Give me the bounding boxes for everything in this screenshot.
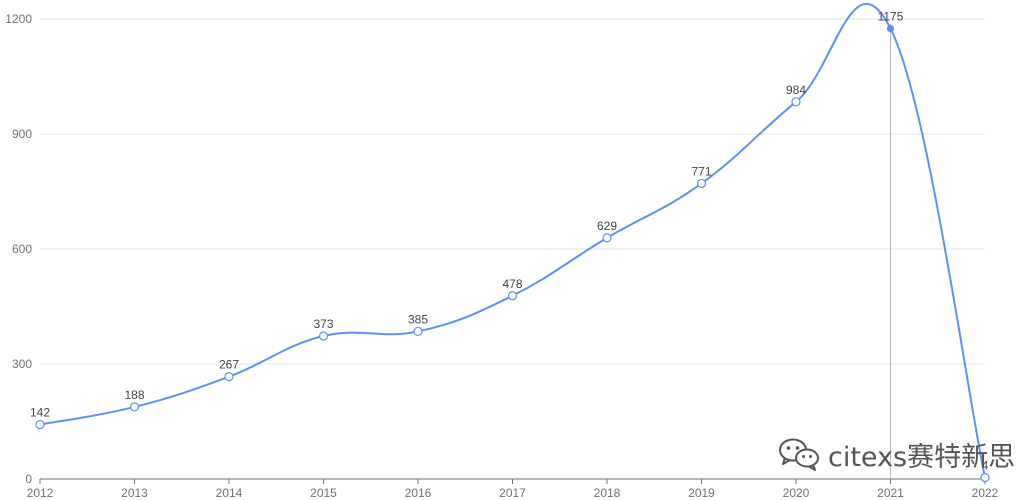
data-label: 771 — [691, 164, 711, 178]
data-point — [129, 402, 140, 412]
x-tick-label: 2020 — [783, 486, 810, 500]
watermark-text: citexs赛特新思 — [828, 441, 1016, 473]
watermark: citexs赛特新思 — [778, 436, 1016, 473]
data-label: 478 — [502, 277, 522, 291]
data-label: 1175 — [878, 10, 904, 24]
data-labels: 142 188 267 373 385 478 629 771 984 1175 4 — [30, 10, 989, 473]
data-point — [318, 331, 329, 341]
data-label: 4 — [982, 458, 989, 472]
x-tick-label: 2014 — [216, 486, 243, 500]
data-label: 142 — [30, 406, 50, 420]
data-point — [507, 291, 518, 301]
data-label: 373 — [313, 317, 333, 331]
y-tick-label: 900 — [12, 127, 32, 141]
data-point — [886, 24, 895, 33]
data-label: 267 — [219, 358, 239, 372]
data-point — [413, 326, 423, 337]
data-label: 188 — [124, 388, 144, 402]
y-axis-tick-labels: 0 300 600 900 1200 — [5, 12, 32, 486]
data-point — [980, 472, 990, 483]
x-tick-label: 2016 — [405, 486, 432, 500]
x-tick-label: 2022 — [972, 486, 999, 500]
data-point — [35, 419, 45, 430]
x-tick-label: 2021 — [877, 486, 904, 500]
data-label: 984 — [786, 83, 806, 97]
x-tick-label: 2012 — [27, 486, 54, 500]
series-points — [35, 24, 990, 483]
y-gridlines — [40, 18, 985, 365]
y-tick-label: 1200 — [5, 12, 32, 26]
x-tick-label: 2018 — [594, 486, 621, 500]
x-axis — [39, 478, 986, 484]
y-tick-label: 300 — [12, 357, 32, 371]
series-line-path — [39, 2, 986, 478]
data-label: 385 — [408, 312, 428, 326]
wechat-icon — [779, 438, 819, 471]
series-line — [39, 2, 986, 478]
data-point — [602, 233, 612, 243]
data-point — [696, 178, 707, 189]
data-point — [224, 372, 234, 382]
x-tick-label: 2019 — [688, 486, 715, 500]
x-axis-tick-labels: 2012 2013 2014 2015 2016 2017 2018 2019 2020 2021… — [27, 486, 999, 500]
data-label: 629 — [597, 219, 617, 233]
y-tick-label: 600 — [12, 242, 32, 256]
x-tick-label: 2015 — [310, 486, 337, 500]
x-tick-label: 2013 — [121, 486, 148, 500]
y-tick-label: 0 — [25, 472, 32, 486]
data-point — [791, 97, 801, 107]
x-tick-label: 2017 — [499, 486, 526, 500]
